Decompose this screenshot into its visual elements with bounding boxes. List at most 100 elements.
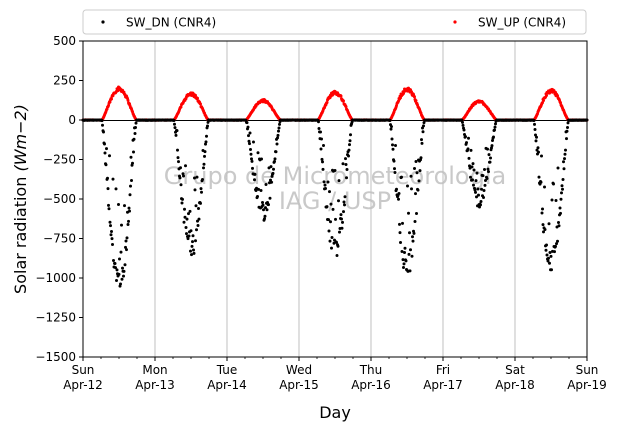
sw-dn-point <box>123 263 127 267</box>
sw-up-point <box>199 102 202 106</box>
sw-dn-point <box>407 252 411 256</box>
sw-dn-point <box>111 243 114 247</box>
sw-dn-point <box>264 206 267 210</box>
sw-dn-point <box>178 176 182 180</box>
y-tick-label: −1000 <box>35 271 76 285</box>
sw-dn-point <box>462 128 466 132</box>
sw-dn-point <box>321 167 325 171</box>
sw-dn-point <box>106 187 110 191</box>
sw-dn-point <box>411 239 415 243</box>
sw-dn-point <box>392 159 396 163</box>
sw-dn-point <box>482 189 486 193</box>
y-tick-label: 250 <box>53 74 76 88</box>
sw-dn-point <box>261 203 265 207</box>
sw-dn-point <box>107 207 111 211</box>
sw-dn-point <box>256 194 259 198</box>
sw-dn-point <box>110 230 113 233</box>
sw-dn-point <box>256 151 260 155</box>
sw-dn-point <box>397 197 400 201</box>
sw-dn-point <box>101 123 104 127</box>
sw-dn-point <box>415 211 418 215</box>
sw-dn-point <box>132 137 136 141</box>
sw-dn-point <box>185 217 189 221</box>
sw-dn-point <box>134 121 138 125</box>
sw-dn-point <box>485 177 489 181</box>
sw-dn-point <box>180 201 184 205</box>
sw-dn-point <box>415 171 419 175</box>
sw-dn-point <box>276 133 280 137</box>
sw-dn-point <box>247 134 250 138</box>
sw-dn-point <box>257 187 260 191</box>
sw-dn-point <box>181 172 185 176</box>
sw-dn-point <box>464 135 467 139</box>
sw-up-point <box>414 99 418 103</box>
sw-up-point <box>179 105 183 109</box>
sw-dn-point <box>125 248 128 252</box>
sw-dn-point <box>416 188 420 192</box>
sw-up-point <box>342 99 345 103</box>
sw-dn-point <box>391 143 394 147</box>
sw-dn-point <box>408 231 411 235</box>
sw-dn-point <box>254 189 258 192</box>
sw-dn-point <box>492 135 495 139</box>
sw-dn-point <box>540 211 544 215</box>
sw-dn-point <box>265 208 269 212</box>
sw-dn-point <box>331 207 335 211</box>
sw-dn-point <box>120 277 124 281</box>
sw-dn-point <box>341 162 345 166</box>
sw-dn-point <box>130 179 133 183</box>
x-tick-day: Sat <box>505 363 525 377</box>
y-axis-unit: (Wm−2) <box>11 104 30 171</box>
y-tick-label: −250 <box>43 153 76 167</box>
sw-up-point <box>410 90 413 94</box>
sw-dn-point <box>547 256 550 260</box>
sw-dn-point <box>546 259 550 263</box>
sw-dn-point <box>467 136 470 140</box>
sw-dn-point <box>345 168 349 171</box>
sw-dn-point <box>347 148 351 152</box>
sw-dn-point <box>418 169 422 173</box>
sw-dn-point <box>488 160 492 164</box>
sw-dn-point <box>406 184 409 188</box>
sw-dn-point <box>494 122 497 126</box>
sw-dn-point <box>565 129 569 133</box>
sw-dn-point <box>192 248 195 252</box>
sw-up-point <box>542 99 545 103</box>
sw-dn-point <box>559 211 562 215</box>
sw-dn-point <box>345 176 348 180</box>
sw-dn-point <box>121 266 124 270</box>
sw-dn-point <box>197 206 200 210</box>
x-tick-date: Apr-17 <box>423 378 463 392</box>
sw-dn-point <box>493 125 497 129</box>
x-tick-day: Tue <box>216 363 238 377</box>
sw-dn-point <box>339 213 343 217</box>
sw-dn-point <box>555 242 558 246</box>
sw-dn-point <box>561 177 565 181</box>
sw-dn-point <box>407 211 410 215</box>
sw-dn-point <box>263 217 266 221</box>
sw-dn-point <box>560 184 564 188</box>
x-tick-date: Apr-15 <box>279 378 319 392</box>
sw-dn-point <box>461 123 465 127</box>
sw-dn-point <box>253 178 256 182</box>
sw-dn-point <box>319 130 322 134</box>
sw-dn-point <box>398 231 402 235</box>
sw-dn-point <box>532 118 536 122</box>
sw-dn-point <box>388 118 392 122</box>
sw-dn-point <box>134 125 137 129</box>
x-tick-day: Thu <box>359 363 383 377</box>
sw-dn-point <box>337 199 340 203</box>
sw-dn-point <box>268 196 272 200</box>
sw-dn-point <box>275 142 279 146</box>
sw-dn-point <box>467 156 471 160</box>
sw-dn-point <box>195 175 199 179</box>
series-sw-up <box>81 85 589 122</box>
sw-dn-point <box>277 126 281 130</box>
sw-dn-point <box>323 183 327 187</box>
sw-dn-point <box>248 142 251 146</box>
sw-dn-point <box>563 152 567 156</box>
sw-dn-point <box>340 226 344 230</box>
x-tick-label: Wed Apr-15 <box>279 363 319 392</box>
sw-dn-point <box>119 250 123 254</box>
watermark-line-2: IAG / USP <box>279 187 391 215</box>
